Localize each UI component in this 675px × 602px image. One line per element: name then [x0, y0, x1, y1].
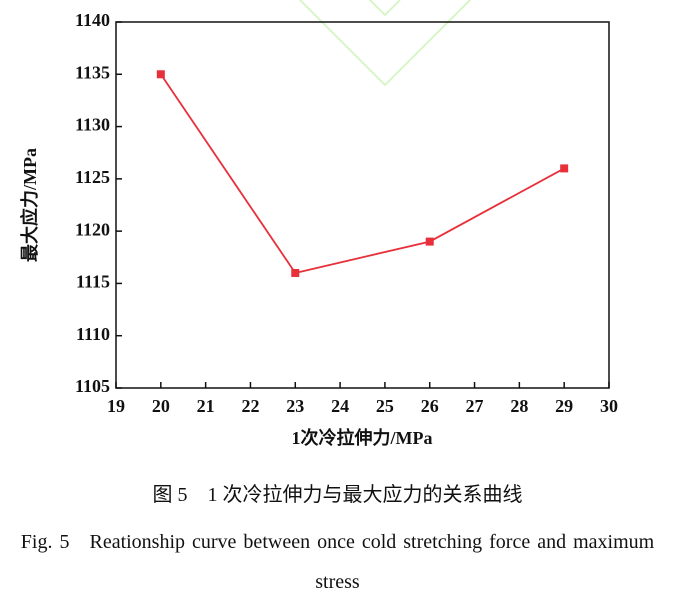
y-tick-label: 1125: [75, 167, 110, 187]
x-tick-label: 26: [421, 396, 439, 416]
data-line: [160, 73, 565, 274]
x-tick-label: 19: [107, 396, 125, 416]
caption-en: Fig. 5 Reationship curve between once co…: [20, 531, 655, 593]
y-tick-label: 1140: [75, 10, 110, 30]
plot-frame: [115, 21, 610, 389]
x-tick-label: 23: [286, 396, 304, 416]
data-point: [425, 237, 434, 246]
x-tick-label: 29: [555, 396, 573, 416]
watermark: [299, 0, 471, 87]
y-tick-label: 1135: [75, 62, 110, 82]
x-tick-label: 21: [197, 396, 215, 416]
x-tick-label: 25: [376, 396, 394, 416]
x-axis-label: 1次冷拉伸力/MPa: [292, 427, 433, 448]
y-tick-label: 1120: [75, 219, 110, 239]
data-point: [156, 70, 165, 79]
data-point: [291, 268, 300, 277]
x-tick-label: 22: [241, 396, 259, 416]
x-tick-label: 28: [510, 396, 528, 416]
y-tick-label: 1105: [75, 376, 110, 396]
y-axis-label: 最大应力/MPa: [19, 148, 40, 262]
data-point: [560, 164, 569, 173]
x-tick-label: 24: [331, 396, 349, 416]
caption-cn: 图 5 1 次冷拉伸力与最大应力的关系曲线: [152, 484, 523, 506]
x-tick-label: 27: [466, 396, 484, 416]
chart: 1次冷拉伸力/MPa 最大应力/MPa 1105 1110 1115 1120 1125…: [19, 0, 618, 448]
watermark: [369, 0, 401, 17]
x-tick-label: 20: [152, 396, 170, 416]
y-tick-label: 1110: [76, 324, 110, 344]
x-tick-label: 30: [600, 396, 618, 416]
y-tick-label: 1115: [76, 272, 110, 292]
y-tick-label: 1130: [75, 115, 110, 135]
